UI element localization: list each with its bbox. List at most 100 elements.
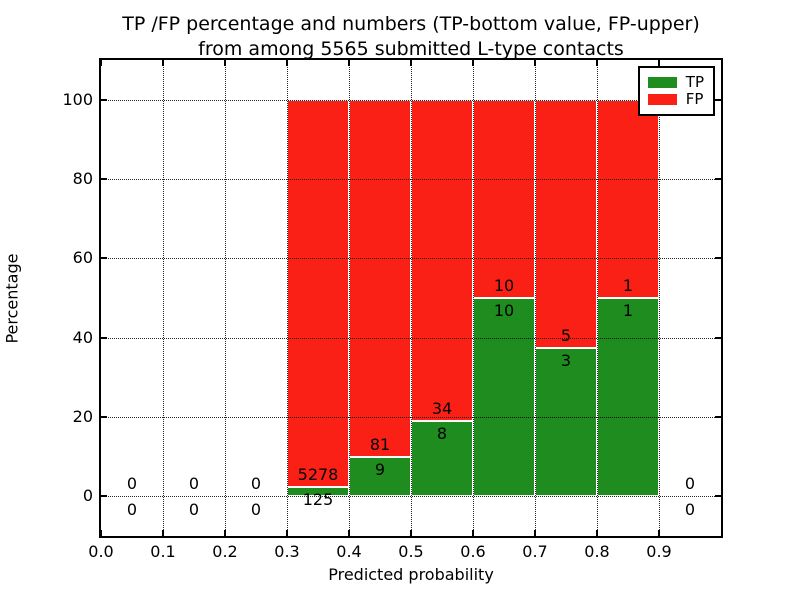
y-tick-mark-left xyxy=(101,495,107,498)
x-tick-mark-top xyxy=(472,60,474,66)
zero-tp-count-label: 0 xyxy=(126,500,138,520)
x-tick-label: 0.6 xyxy=(460,542,486,561)
legend: TP FP xyxy=(637,66,715,116)
zero-fp-count-label: 0 xyxy=(188,474,200,494)
y-tick-label: 20 xyxy=(72,407,93,426)
bar-segment-tp xyxy=(597,298,659,497)
fp-count-label: 34 xyxy=(431,398,453,418)
bar-segment-fp xyxy=(349,99,411,457)
fp-count-label: 5 xyxy=(560,325,572,345)
x-tick-mark-bottom xyxy=(658,530,660,536)
x-gridline xyxy=(473,60,474,536)
x-axis-label-wrap: Predicted probability xyxy=(101,565,721,584)
tp-count-label: 125 xyxy=(302,490,334,510)
chart-title: TP /FP percentage and numbers (TP-bottom… xyxy=(101,12,721,62)
y-tick-mark-right xyxy=(715,416,721,418)
x-gridline xyxy=(411,60,412,536)
bar-segment-tp xyxy=(349,456,411,497)
y-tick-mark-left xyxy=(101,178,107,180)
tp-count-label: 1 xyxy=(622,301,634,320)
x-tick-mark-bottom xyxy=(100,530,102,536)
x-tick-mark-top xyxy=(658,60,660,66)
y-tick-mark-left xyxy=(101,336,107,339)
fp-count-label: 5278 xyxy=(297,465,339,485)
y-tick-mark-right xyxy=(715,495,721,498)
fp-count-label: 81 xyxy=(369,434,391,454)
x-gridline xyxy=(597,60,598,536)
x-tick-mark-top xyxy=(224,60,226,66)
bar-segment-tp xyxy=(473,298,535,497)
x-gridline xyxy=(349,60,350,536)
y-tick-mark-left xyxy=(101,416,107,418)
x-tick-mark-bottom xyxy=(348,530,350,536)
y-tick-mark-left xyxy=(101,98,107,101)
x-tick-mark-bottom xyxy=(534,530,536,536)
chart-title-line2: from among 5565 submitted L-type contact… xyxy=(198,38,624,60)
y-gridline xyxy=(101,99,721,101)
x-tick-mark-bottom xyxy=(596,530,598,536)
y-tick-mark-left xyxy=(101,257,107,260)
x-tick-label: 0.8 xyxy=(584,542,610,561)
fp-count-label: 10 xyxy=(493,276,515,295)
y-gridline xyxy=(101,258,721,260)
x-gridline xyxy=(225,60,226,536)
bar-segment-fp xyxy=(287,99,349,488)
zero-tp-count-label: 0 xyxy=(684,500,696,520)
tp-count-label: 3 xyxy=(560,350,572,370)
x-gridline xyxy=(287,60,288,536)
legend-row-fp: FP xyxy=(647,90,704,108)
y-tick-label: 0 xyxy=(82,486,93,506)
y-tick-mark-right xyxy=(715,98,721,101)
x-gridline xyxy=(163,60,164,536)
bar-segment-fp xyxy=(473,99,535,298)
x-tick-mark-bottom xyxy=(472,530,474,536)
chart-title-line1: TP /FP percentage and numbers (TP-bottom… xyxy=(122,13,700,35)
x-gridline xyxy=(535,60,536,536)
tp-count-label: 9 xyxy=(374,459,386,479)
legend-label-fp: FP xyxy=(685,90,704,108)
zero-fp-count-label: 0 xyxy=(126,474,138,494)
y-axis-label: Percentage xyxy=(2,253,22,344)
x-tick-mark-top xyxy=(348,60,350,66)
zero-tp-count-label: 0 xyxy=(250,500,262,520)
plot-area: 0 0 0 0 0 0 5278 125 81 9 34 8 10 10 5 3 1 1 0 0 TP FP xyxy=(99,58,723,538)
y-tick-label: 60 xyxy=(72,248,93,268)
y-gridline xyxy=(101,337,721,339)
legend-label-tp: TP xyxy=(685,73,704,91)
legend-swatch-tp-icon xyxy=(647,77,677,88)
x-tick-mark-top xyxy=(410,60,412,66)
x-tick-mark-bottom xyxy=(286,530,288,536)
x-tick-label: 0.3 xyxy=(274,542,300,561)
y-tick-mark-right xyxy=(715,178,721,180)
x-tick-label: 0.2 xyxy=(212,542,238,561)
y-tick-label: 80 xyxy=(72,169,93,188)
x-tick-label: 0.5 xyxy=(398,542,424,561)
fp-count-label: 1 xyxy=(622,276,634,295)
x-tick-mark-bottom xyxy=(410,530,412,536)
y-tick-label: 40 xyxy=(72,327,93,347)
bar-segment-fp xyxy=(535,99,597,348)
x-tick-mark-top xyxy=(286,60,288,66)
x-tick-label: 0.0 xyxy=(88,542,114,561)
y-tick-mark-right xyxy=(715,336,721,339)
bar-segment-tp xyxy=(535,347,597,497)
x-tick-mark-top xyxy=(162,60,164,66)
zero-fp-count-label: 0 xyxy=(684,474,696,494)
x-tick-label: 0.4 xyxy=(336,542,362,561)
tp-count-label: 8 xyxy=(436,423,448,443)
y-gridline xyxy=(101,179,721,180)
bar-segment-fp xyxy=(411,99,473,421)
x-tick-mark-bottom xyxy=(224,530,226,536)
x-tick-label: 0.9 xyxy=(646,542,672,561)
x-tick-mark-top xyxy=(534,60,536,66)
y-tick-label: 100 xyxy=(62,89,93,109)
x-tick-mark-top xyxy=(596,60,598,66)
y-tick-mark-right xyxy=(715,257,721,260)
x-axis-label: Predicted probability xyxy=(328,565,494,584)
zero-tp-count-label: 0 xyxy=(188,500,200,520)
legend-swatch-fp-icon xyxy=(647,94,677,105)
legend-row-tp: TP xyxy=(647,73,704,91)
bar-segment-tp xyxy=(411,420,473,497)
x-tick-label: 0.7 xyxy=(522,542,548,561)
